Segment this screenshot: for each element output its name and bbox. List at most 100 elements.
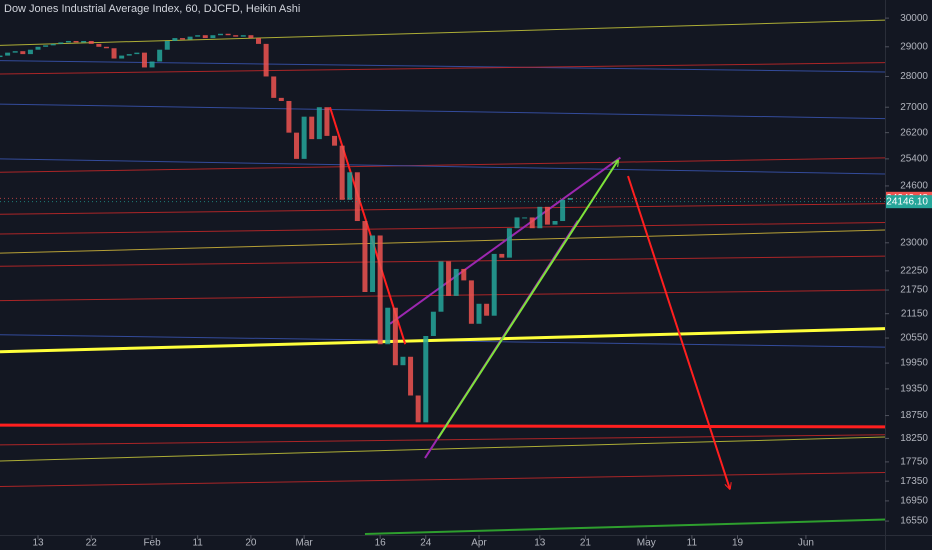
candle-body (134, 52, 140, 55)
candle-body (567, 198, 573, 200)
price-tag (886, 195, 932, 209)
candle-body (484, 303, 490, 316)
candle-body (499, 253, 505, 258)
candle-body (126, 54, 132, 56)
candle-body (217, 33, 223, 36)
candle-body (164, 40, 170, 50)
candle-body (468, 280, 474, 324)
trend-line (0, 471, 886, 488)
candle-body (233, 35, 239, 37)
candle-body (423, 335, 429, 423)
y-tick-label: 21150 (901, 308, 929, 319)
y-tick-label: 21750 (900, 285, 928, 296)
candle-body (415, 395, 421, 423)
candle-body (12, 51, 18, 53)
candle-body (195, 35, 201, 37)
trend-line (0, 203, 886, 215)
y-tick-label: 30000 (900, 13, 928, 24)
candle-body (58, 42, 64, 44)
candle-body (73, 40, 79, 43)
candle-body (278, 97, 284, 101)
x-tick-label: Mar (296, 538, 314, 549)
y-tick-label: 16550 (900, 516, 928, 527)
y-tick-label: 24600 (900, 181, 928, 192)
candle-body (20, 51, 26, 55)
candle-body (88, 40, 94, 44)
candles (0, 33, 573, 423)
x-tick-label: 21 (580, 538, 592, 549)
chart-title: Dow Jones Industrial Average Index, 60, … (4, 3, 300, 15)
candle-body (514, 217, 520, 229)
y-tick-label: 19350 (900, 384, 928, 395)
candle-body (248, 35, 254, 39)
candle-body (240, 35, 246, 37)
candle-body (5, 52, 11, 56)
candle-body (537, 206, 543, 229)
candle-body (324, 107, 330, 136)
candle-body (225, 33, 231, 36)
candle-body (0, 55, 3, 58)
y-tick-label: 20550 (900, 333, 928, 344)
y-tick-label: 17750 (900, 457, 928, 468)
trend-line (0, 221, 886, 235)
candle-body (179, 38, 185, 40)
candle-body (408, 356, 414, 396)
candle-body (377, 235, 383, 345)
trend-line (389, 156, 621, 325)
candle-body (544, 206, 550, 225)
candle-body (529, 217, 535, 229)
x-tick-label: 13 (32, 538, 44, 549)
x-tick-label: 24 (420, 538, 432, 549)
trend-line (0, 434, 886, 446)
y-tick-label: 17350 (900, 476, 928, 487)
trend-line (364, 518, 886, 535)
candle-body (103, 46, 109, 49)
x-tick-label: 11 (687, 538, 698, 549)
candle-body (332, 135, 338, 146)
candle-body (286, 100, 292, 133)
candle-body (301, 116, 307, 159)
x-tick-label: 16 (375, 538, 387, 549)
candle-body (552, 221, 558, 225)
candle-body (461, 268, 467, 281)
y-tick-label: 19950 (900, 358, 928, 369)
axes: 30000 29000 28000 27000 26200 25400 24600 23000… (0, 13, 932, 549)
candle-body (354, 172, 360, 222)
candle-body (256, 38, 262, 44)
y-tick-label: 28000 (900, 71, 928, 82)
candle-body (491, 253, 497, 316)
trend-line (0, 436, 886, 462)
y-tick-label: 25400 (900, 154, 928, 165)
y-tick-label: 26200 (900, 127, 928, 138)
drawings (0, 19, 886, 535)
candle-body (476, 303, 482, 324)
y-tick-label: 22250 (900, 265, 928, 276)
candle-body (202, 35, 208, 39)
candle-body (347, 172, 353, 200)
x-tick-label: 19 (732, 538, 744, 549)
candle-body (453, 268, 459, 296)
y-tick-label: 18750 (900, 410, 928, 421)
candle-body (438, 261, 444, 312)
candle-body (271, 76, 277, 98)
y-tick-label: 18250 (900, 433, 928, 444)
trend-line (0, 423, 886, 429)
trend-line (0, 229, 886, 254)
y-tick-label: 16950 (900, 496, 928, 507)
candle-body (210, 35, 216, 39)
trend-line (0, 158, 886, 175)
candle-body (111, 48, 117, 59)
candle-body (149, 61, 155, 68)
candle-body (400, 356, 406, 366)
trend-line (0, 157, 886, 173)
candle-body (81, 40, 87, 43)
x-tick-label: 22 (86, 538, 98, 549)
candle-body (506, 228, 512, 258)
candle-body (96, 43, 102, 47)
candle-body (157, 49, 163, 62)
y-tick-label: 23000 (900, 237, 928, 248)
candle-body (141, 52, 147, 68)
candle-body (316, 107, 322, 140)
y-tick-label: 29000 (900, 41, 928, 52)
trend-line (627, 175, 730, 489)
